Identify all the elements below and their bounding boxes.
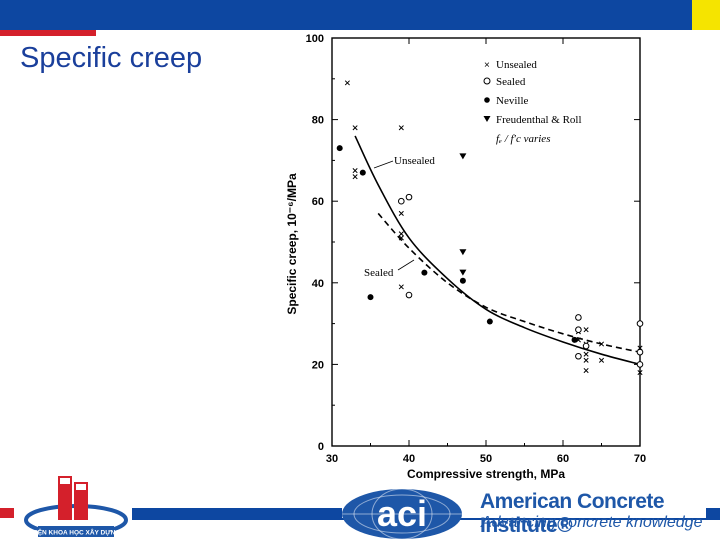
point-neville — [571, 336, 578, 343]
header-red-accent — [0, 30, 96, 36]
point-unsealed — [398, 125, 404, 131]
y-tick-label: 80 — [312, 115, 324, 127]
point-unsealed — [352, 125, 358, 131]
legend-label-neville: Neville — [496, 95, 528, 107]
point-freudenthal-roll — [459, 269, 467, 276]
point-neville — [421, 269, 428, 276]
tick-layer — [331, 37, 641, 447]
legend-marker-freudenthal — [483, 116, 491, 122]
point-neville — [459, 277, 466, 284]
point-unsealed — [398, 284, 404, 290]
point-sealed — [575, 326, 582, 334]
point-sealed — [405, 291, 413, 299]
ibst-logo: VIỆN KHOA HỌC XÂY DỰNG — [24, 476, 128, 537]
slide-title: Specific creep — [20, 42, 203, 74]
point-unsealed — [352, 168, 358, 174]
point-unsealed — [583, 357, 589, 363]
point-unsealed — [637, 370, 643, 376]
y-tick-label: 20 — [312, 359, 324, 371]
y-tick-label: 100 — [306, 33, 324, 45]
aci-name: American Concrete Institute® — [480, 490, 665, 537]
y-tick-label: 40 — [312, 278, 324, 290]
point-unsealed — [598, 357, 605, 363]
point-sealed — [575, 352, 582, 360]
y-axis-label: Specific creep, 10⁻⁶/MPa — [285, 173, 299, 315]
x-axis-label: Compressive strength, MPa — [407, 467, 565, 481]
footer-blue-bar — [132, 508, 342, 518]
point-unsealed — [398, 235, 404, 241]
x-tick-label: 50 — [480, 453, 492, 465]
point-freudenthal-roll — [459, 249, 467, 256]
point-neville — [486, 318, 493, 325]
footer-red-accent — [0, 508, 14, 518]
point-unsealed — [598, 341, 605, 347]
legend-label-sealed: Sealed — [496, 76, 526, 88]
legend-marker-neville — [484, 97, 490, 103]
point-neville — [336, 145, 343, 152]
aci-tagline: Advancing concrete knowledge — [481, 514, 703, 531]
tick-label-layer: 30 40 50 60 70 0 20 40 60 80 100 — [306, 33, 646, 465]
legend-marker-unsealed: × — [484, 60, 490, 71]
point-neville — [367, 294, 374, 301]
point-unsealed — [352, 174, 358, 180]
legend-label-freudenthal: Freudenthal & Roll — [496, 114, 582, 126]
header-bar — [0, 0, 692, 30]
legend-label-unsealed: Unsealed — [496, 59, 537, 71]
y-tick-label: 0 — [318, 441, 324, 453]
point-sealed — [636, 361, 644, 368]
legend-note: fₑ / f′c varies — [496, 133, 550, 145]
curve-layer — [354, 135, 641, 366]
annotation-unsealed-leader — [373, 160, 394, 169]
point-unsealed — [583, 327, 589, 333]
point-freudenthal-roll — [459, 153, 467, 160]
point-unsealed — [583, 351, 589, 357]
header-yellow-accent — [692, 0, 720, 30]
x-tick-label: 60 — [557, 453, 569, 465]
point-sealed — [582, 342, 590, 350]
aci-logo: aci — [342, 488, 462, 540]
point-sealed — [405, 193, 413, 201]
point-unsealed — [398, 210, 404, 216]
point-unsealed — [398, 231, 404, 237]
marker-layer — [336, 80, 644, 376]
annotation-unsealed: Unsealed — [394, 155, 435, 167]
x-tick-label: 30 — [326, 453, 338, 465]
x-tick-label: 70 — [634, 453, 646, 465]
x-tick-label: 40 — [403, 453, 415, 465]
point-unsealed — [583, 367, 589, 374]
point-unsealed — [344, 80, 350, 86]
point-sealed — [636, 320, 644, 327]
point-sealed — [636, 348, 644, 356]
aci-logo-text: aci — [377, 493, 427, 534]
legend: × Unsealed Sealed Neville Freudenthal & … — [483, 59, 582, 145]
ibst-logo-text: VIỆN KHOA HỌC XÂY DỰNG — [32, 528, 121, 537]
curve-sealed — [377, 212, 641, 353]
annotation-sealed-leader — [397, 259, 415, 271]
point-neville — [359, 169, 366, 176]
point-sealed — [398, 197, 405, 205]
legend-marker-sealed — [483, 77, 491, 85]
annotation-sealed: Sealed — [364, 267, 394, 279]
y-tick-label: 60 — [312, 196, 324, 208]
point-sealed — [575, 314, 582, 321]
curve-unsealed — [354, 135, 641, 366]
footer-blue-accent — [706, 508, 720, 518]
